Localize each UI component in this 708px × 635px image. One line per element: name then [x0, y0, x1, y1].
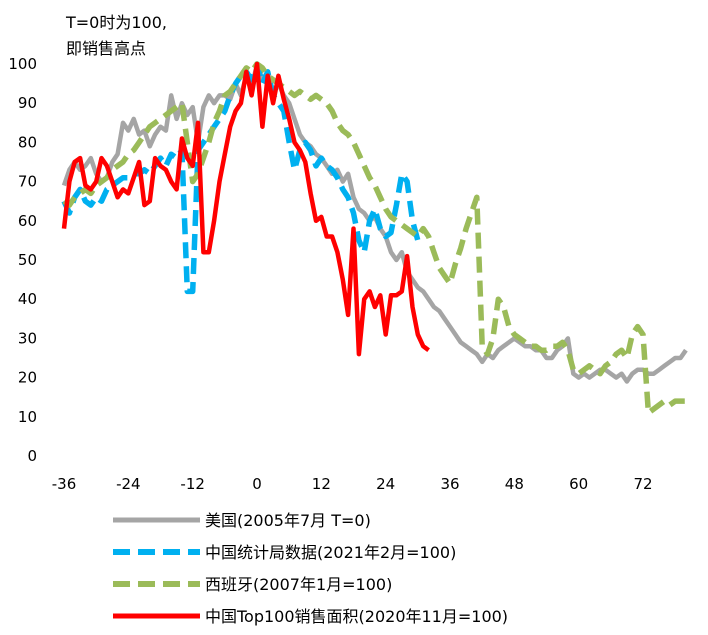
legend-label-2: 中国统计局数据(2021年2月=100): [205, 543, 456, 562]
x-tick-label: 24: [376, 475, 395, 493]
series-line-4: [61, 61, 430, 357]
x-tick-label: -12: [180, 475, 205, 493]
x-tick-label: 0: [252, 475, 262, 493]
x-tick-label: 60: [569, 475, 588, 493]
x-tick-label: -24: [116, 475, 141, 493]
y-tick-label: 40: [18, 290, 37, 308]
legend-label-1: 美国(2005年7月 T=0): [205, 511, 371, 530]
legend: 美国(2005年7月 T=0) 中国统计局数据(2021年2月=100) 西班牙(2…: [113, 511, 508, 626]
annotation-line-2: 即销售高点: [66, 39, 146, 58]
y-tick-label: 50: [18, 251, 37, 269]
y-tick-label: 60: [18, 212, 37, 230]
y-tick-label: 70: [18, 173, 37, 191]
x-tick-label: 48: [505, 475, 524, 493]
y-tick-label: 30: [18, 329, 37, 347]
x-axis-tick-labels: -36 -24 -12 0 12 24 36 48 60 72: [52, 475, 653, 493]
series-line-3: [62, 61, 686, 416]
x-tick-label: 72: [633, 475, 652, 493]
annotation-line-1: T=0时为100,: [65, 13, 167, 32]
series-line-1: [61, 61, 688, 384]
series-lines: [61, 61, 688, 416]
y-tick-label: 0: [27, 447, 37, 465]
legend-label-3: 西班牙(2007年1月=100): [205, 575, 392, 594]
annotation: T=0时为100, 即销售高点: [65, 13, 167, 58]
y-tick-label: 20: [18, 369, 37, 387]
x-tick-label: -36: [52, 475, 77, 493]
x-tick-label: 12: [312, 475, 331, 493]
y-tick-label: 10: [18, 408, 37, 426]
legend-label-4: 中国Top100销售面积(2020年11月=100): [205, 607, 508, 626]
series-line-2: [61, 61, 421, 295]
x-tick-label: 36: [440, 475, 459, 493]
y-axis-tick-labels: 0 10 20 30 40 50 60 70 80 90 100: [8, 55, 37, 465]
y-tick-label: 90: [18, 94, 37, 112]
y-tick-label: 100: [8, 55, 37, 73]
y-tick-label: 80: [18, 133, 37, 151]
